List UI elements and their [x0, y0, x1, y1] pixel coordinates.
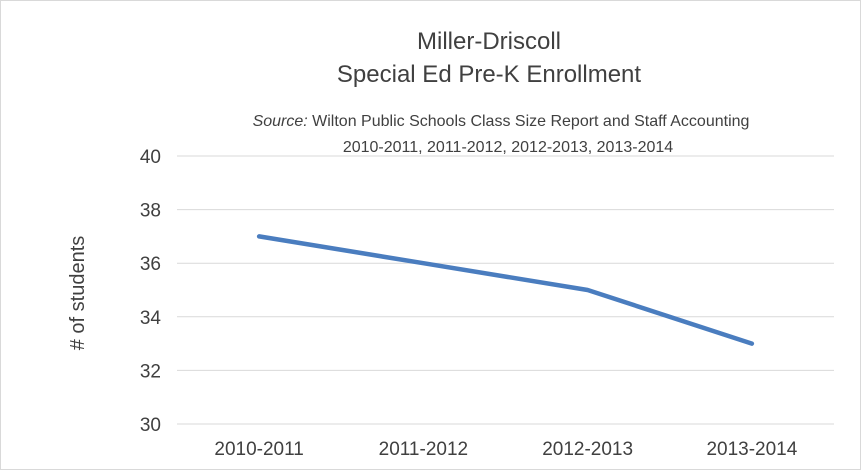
- x-tick-label-2011-2012: 2011-2012: [379, 439, 468, 460]
- y-tick-label-36: 36: [140, 254, 161, 275]
- x-tick-label-2010-2011: 2010-2011: [214, 439, 303, 460]
- y-tick-label-32: 32: [140, 361, 161, 382]
- source-note: Source: Wilton Public Schools Class Size…: [253, 113, 750, 130]
- series-layer: [259, 236, 752, 343]
- source-label: Source:: [253, 113, 308, 130]
- x-tick-label-2012-2013: 2012-2013: [542, 439, 633, 460]
- source-years: 2010-2011, 2011-2012, 2012-2013, 2013-20…: [343, 139, 673, 156]
- gridlines: [177, 156, 834, 424]
- source-text: Wilton Public Schools Class Size Report …: [308, 113, 750, 130]
- y-tick-label-38: 38: [140, 201, 161, 222]
- chart-title-line-1: Miller-Driscoll: [417, 28, 561, 55]
- x-tick-labels: 2010-2011 2011-2012 2012-2013 2013-2014: [214, 439, 797, 460]
- chart-title-line-2: Special Ed Pre-K Enrollment: [337, 61, 641, 88]
- y-tick-labels: 30 32 34 36 38 40: [140, 147, 162, 436]
- y-axis-label: # of students: [67, 236, 89, 351]
- x-tick-label-2013-2014: 2013-2014: [706, 439, 797, 460]
- y-tick-label-30: 30: [140, 415, 161, 436]
- y-tick-label-34: 34: [140, 308, 162, 329]
- series-line-0: [259, 236, 752, 343]
- y-tick-label-40: 40: [140, 147, 161, 168]
